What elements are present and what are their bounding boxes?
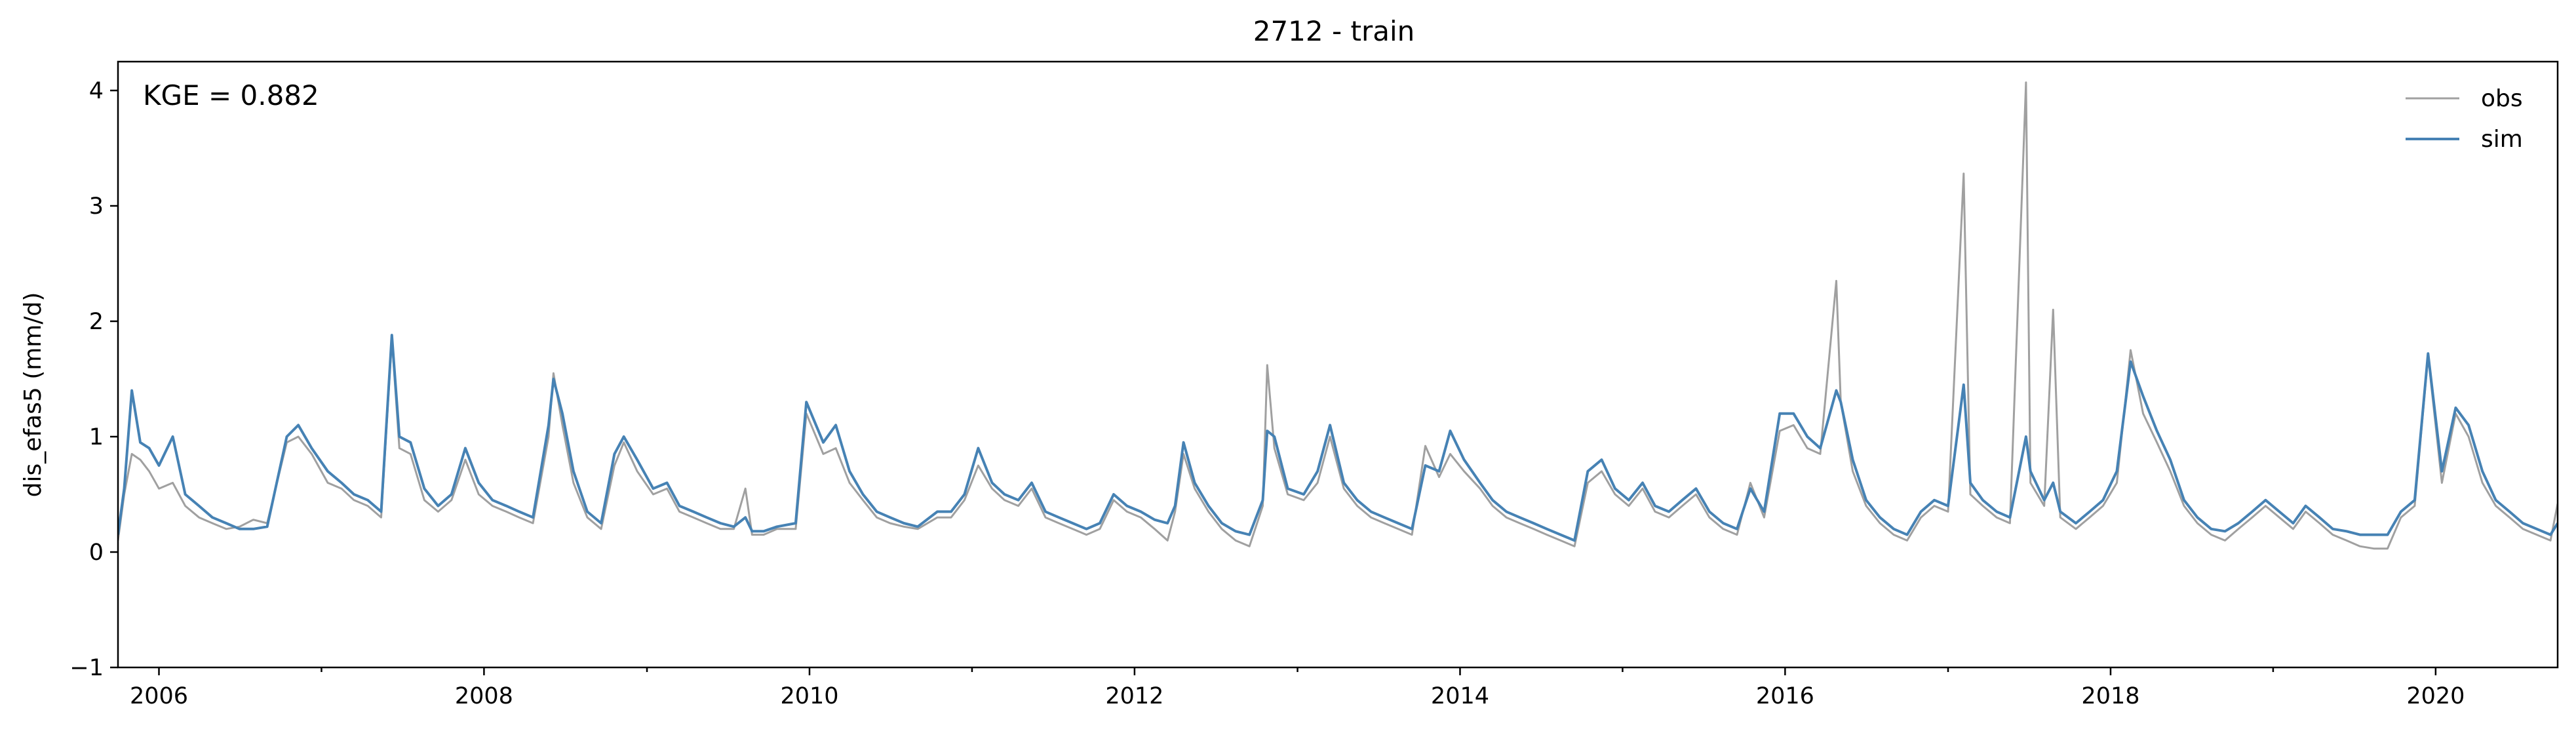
series-line-sim bbox=[118, 334, 2558, 542]
legend-label-sim: sim bbox=[2481, 126, 2523, 153]
plot-lines bbox=[118, 81, 2558, 550]
x-axis: 2006 2008 2010 2012 2014 2016 2018 2020 bbox=[130, 667, 2465, 709]
y-tick-label: 3 bbox=[89, 193, 104, 220]
x-tick-label: 2006 bbox=[130, 683, 188, 709]
chart-title: 2712 - train bbox=[1253, 15, 1415, 47]
legend-label-obs: obs bbox=[2481, 85, 2523, 112]
y-tick-label: −1 bbox=[69, 655, 104, 681]
x-tick-label: 2018 bbox=[2081, 683, 2139, 709]
kge-annotation: KGE = 0.882 bbox=[143, 79, 319, 111]
x-tick-label: 2008 bbox=[455, 683, 513, 709]
x-tick-label: 2012 bbox=[1105, 683, 1163, 709]
y-tick-label: 1 bbox=[89, 424, 104, 450]
x-tick-label: 2020 bbox=[2406, 683, 2465, 709]
y-tick-label: 2 bbox=[89, 309, 104, 335]
y-axis: −1 0 1 2 3 4 bbox=[69, 78, 118, 681]
series-line-obs bbox=[118, 81, 2558, 550]
x-tick-label: 2016 bbox=[1756, 683, 1814, 709]
y-tick-label: 0 bbox=[89, 540, 104, 566]
y-tick-label: 4 bbox=[89, 78, 104, 104]
x-tick-label: 2014 bbox=[1431, 683, 1489, 709]
plot-frame bbox=[117, 60, 2559, 669]
x-tick-label: 2010 bbox=[780, 683, 838, 709]
y-axis-label: dis_efas5 (mm/d) bbox=[20, 292, 47, 498]
legend: obs sim bbox=[2406, 85, 2523, 153]
